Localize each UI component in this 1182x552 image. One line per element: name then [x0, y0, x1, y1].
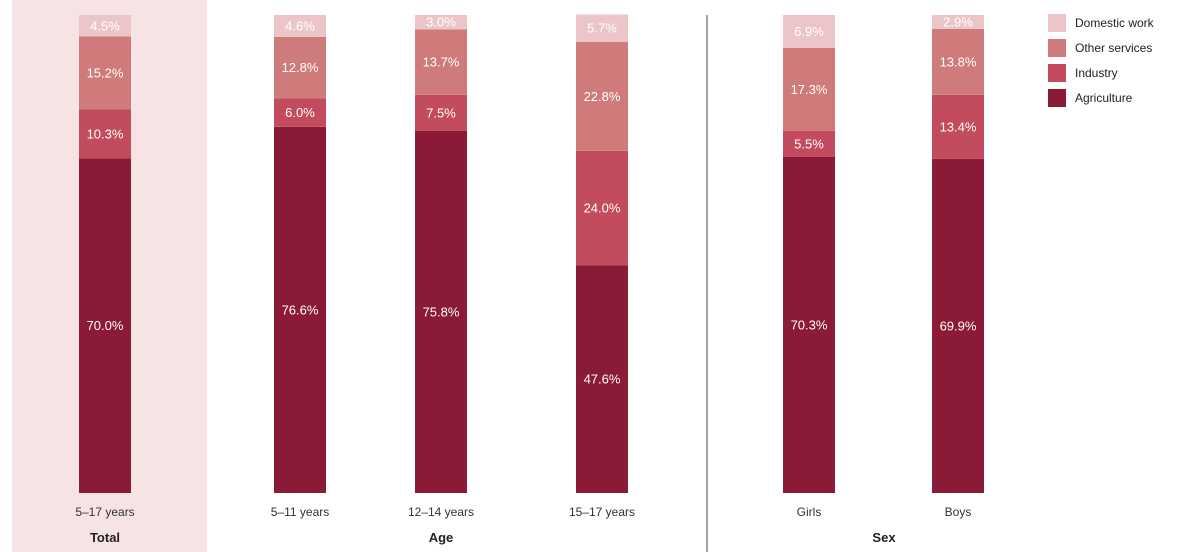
bar-segment-domestic-work-5 [932, 15, 984, 29]
legend-label: Agriculture [1075, 91, 1133, 105]
bar-segment-industry-3 [576, 150, 628, 266]
data-label: 10.3% [87, 126, 124, 141]
category-label: 5–11 years [271, 505, 329, 519]
data-label: 5.7% [587, 21, 617, 36]
group-label-age: Age [429, 530, 454, 545]
data-label: 6.0% [285, 105, 315, 120]
bar-segment-other-services-1 [274, 36, 326, 99]
bar-segment-agriculture-1 [274, 126, 326, 494]
bar-segment-agriculture-4 [783, 156, 835, 493]
data-label: 47.6% [584, 372, 621, 387]
bar-segment-agriculture-5 [932, 158, 984, 494]
category-label: Boys [945, 505, 972, 519]
data-label: 4.6% [285, 18, 315, 33]
category-label: 15–17 years [569, 505, 635, 519]
data-label: 2.9% [943, 14, 973, 29]
category-label: 5–17 years [75, 505, 134, 519]
bar-segment-industry-0 [79, 109, 131, 159]
data-label: 24.0% [584, 201, 621, 216]
legend: Domestic work Other services Industry Agric… [1048, 14, 1155, 107]
data-label: 13.4% [940, 119, 977, 134]
bar-segment-agriculture-2 [415, 130, 467, 493]
bar-segment-other-services-0 [79, 36, 131, 110]
bars-layer [79, 14, 984, 494]
legend-swatch-other-services [1048, 39, 1066, 57]
data-label: 70.0% [87, 318, 124, 333]
bar-segment-other-services-3 [576, 41, 628, 151]
data-label: 3.0% [426, 15, 456, 30]
data-label: 5.5% [794, 136, 824, 151]
bar-segment-industry-2 [415, 94, 467, 131]
data-label: 17.3% [791, 82, 828, 97]
data-label: 12.8% [282, 60, 319, 75]
data-label: 13.8% [940, 54, 977, 69]
bar-segment-agriculture-3 [576, 265, 628, 493]
bar-segment-agriculture-0 [79, 158, 131, 493]
bar-segment-industry-5 [932, 94, 984, 159]
category-label: Girls [797, 505, 822, 519]
bar-segment-domestic-work-2 [415, 15, 467, 30]
group-label-total: Total [90, 530, 120, 545]
bar-segment-domestic-work-0 [79, 15, 131, 37]
data-label: 22.8% [584, 89, 621, 104]
bar-segment-other-services-5 [932, 28, 984, 95]
legend-label: Domestic work [1075, 16, 1155, 30]
legend-swatch-industry [1048, 64, 1066, 82]
data-label: 15.2% [87, 65, 124, 80]
category-label: 12–14 years [408, 505, 474, 519]
bar-segment-other-services-2 [415, 29, 467, 95]
bar-segment-domestic-work-1 [274, 15, 326, 37]
bar-segment-industry-4 [783, 130, 835, 157]
data-label: 70.3% [791, 317, 828, 332]
legend-label: Other services [1075, 41, 1152, 55]
data-label: 7.5% [426, 105, 456, 120]
data-label: 4.5% [90, 18, 120, 33]
data-label: 76.6% [282, 302, 319, 317]
bar-segment-industry-1 [274, 98, 326, 127]
legend-label: Industry [1075, 66, 1118, 80]
data-label: 13.7% [423, 55, 460, 70]
labels-layer: 70.0% 10.3% 15.2% 4.5% 5–17 years 76.6% 6.0% 12… [75, 14, 977, 545]
legend-swatch-agriculture [1048, 89, 1066, 107]
group-label-sex: Sex [872, 530, 896, 545]
legend-swatch-domestic-work [1048, 14, 1066, 32]
bar-segment-domestic-work-4 [783, 15, 835, 48]
bar-segment-other-services-4 [783, 47, 835, 131]
data-label: 6.9% [794, 24, 824, 39]
bar-segment-domestic-work-3 [576, 14, 628, 42]
data-label: 69.9% [940, 318, 977, 333]
data-label: 75.8% [423, 304, 460, 319]
